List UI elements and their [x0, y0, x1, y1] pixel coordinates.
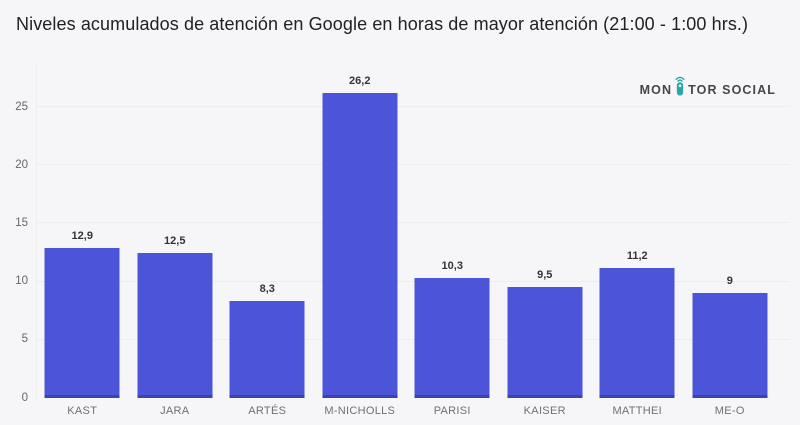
y-tick-label: 0 [21, 391, 28, 404]
bar-value-label: 10,3 [441, 260, 463, 272]
bar-value-label: 9,5 [537, 269, 553, 281]
bar-value-label: 12,9 [71, 230, 93, 242]
bar-slot: 9,5 KAISER [499, 75, 592, 417]
bar-slot: 9 ME-O [684, 75, 777, 417]
bar-value-label: 9 [726, 275, 733, 287]
monitor-social-mic-icon [673, 73, 687, 100]
bar-slot: 26,2 M-NICHOLLS [314, 75, 407, 417]
x-axis-label: KAST [67, 405, 98, 417]
x-axis-label: PARISI [433, 405, 471, 417]
bar[interactable] [229, 301, 305, 398]
bar-chart: 0 5 10 15 20 25 12,9 KAST 12,5 JARA 8,3 ARTÉS 26,2 M… [15, 65, 790, 417]
bar-slot: 12,9 KAST [36, 75, 129, 417]
y-tick-label: 5 [21, 333, 28, 346]
y-tick-label: 20 [15, 158, 28, 171]
page-title: Niveles acumulados de atención en Google… [16, 14, 749, 34]
bar-value-label: 12,5 [164, 235, 186, 247]
bar[interactable] [44, 248, 120, 398]
bar-value-label: 11,2 [626, 250, 648, 262]
x-axis-label: KAISER [523, 405, 566, 417]
x-axis-label: ME-O [714, 405, 745, 417]
x-axis-label: MATTHEI [612, 405, 663, 417]
gridline [36, 164, 790, 166]
x-axis-label: JARA [160, 405, 190, 417]
bar-slot: 12,5 JARA [129, 75, 222, 417]
y-tick-label: 25 [15, 100, 28, 113]
bar[interactable] [507, 287, 583, 398]
bar[interactable] [137, 253, 213, 398]
monitor-social-logo: MON TOR SOCIAL [639, 76, 776, 100]
bar[interactable] [692, 293, 768, 398]
logo-text-suffix: TOR SOCIAL [688, 83, 776, 97]
logo-text-prefix: MON [639, 83, 673, 97]
y-tick-label: 15 [15, 216, 28, 229]
bar[interactable] [322, 93, 398, 398]
bar[interactable] [599, 268, 675, 398]
gridline [36, 338, 790, 340]
bar-slot: 8,3 ARTÉS [221, 75, 314, 417]
x-axis-label: ARTÉS [248, 405, 287, 417]
bar-value-label: 26,2 [349, 75, 371, 87]
bars-layer: 12,9 KAST 12,5 JARA 8,3 ARTÉS 26,2 M-NICHOLLS 10… [36, 75, 777, 417]
bar-value-label: 8,3 [259, 283, 275, 295]
gridline [36, 280, 790, 282]
gridline [36, 106, 790, 108]
y-tick-label: 10 [15, 274, 28, 287]
y-axis-line [36, 65, 37, 398]
gridline [36, 222, 790, 224]
bar[interactable] [414, 278, 490, 398]
bar-slot: 11,2 MATTHEI [591, 75, 684, 417]
bar-slot: 10,3 PARISI [406, 75, 499, 417]
x-axis-label: M-NICHOLLS [324, 405, 396, 417]
